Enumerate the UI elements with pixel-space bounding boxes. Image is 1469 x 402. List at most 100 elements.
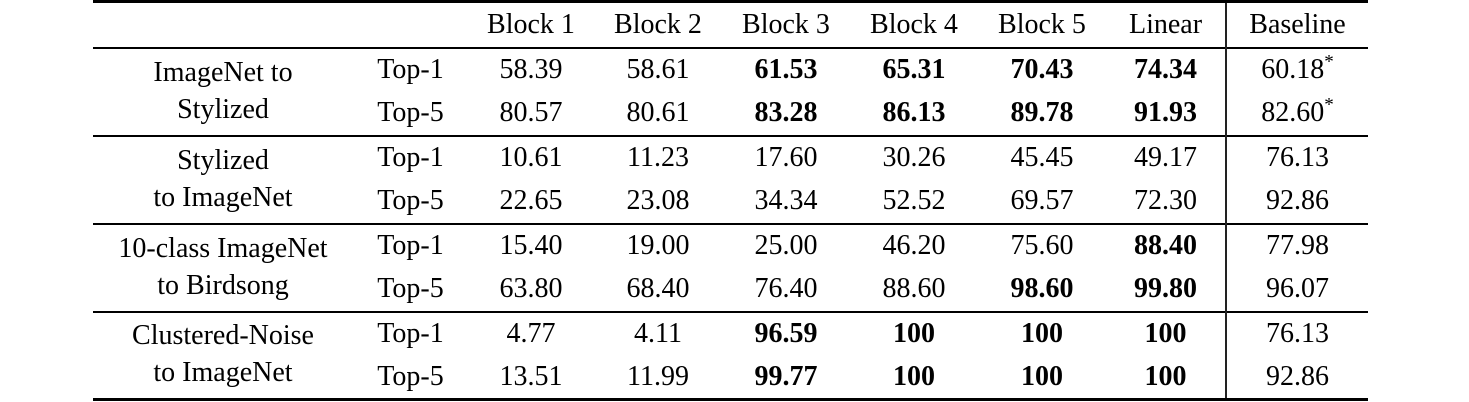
score-cell: 10.61 [499,142,563,173]
score-cell: 100 [893,318,935,349]
score-cell: 74.34 [1134,54,1197,85]
asterisk-marker: * [1324,51,1334,73]
score-cell: 22.65 [499,185,563,216]
score-cell: 11.23 [627,142,689,173]
score-cell: 88.60 [882,273,946,304]
baseline-value: 96.07 [1266,273,1329,304]
table-row: Top-5 13.51 11.99 99.77 100 100 100 92.8… [93,355,1368,400]
table-row: ImageNet to Stylized Top-1 58.39 58.61 6… [93,47,1368,125]
baseline-value: 76.13 [1266,142,1329,173]
score-cell: 19.00 [626,230,690,261]
score-cell: 46.20 [882,230,946,261]
score-cell: 65.31 [882,54,946,85]
baseline-value: 92.86 [1266,185,1329,216]
score-cell: 45.45 [1010,142,1074,173]
score-cell: 69.57 [1010,185,1074,216]
baseline-value: 60.18 [1261,54,1325,85]
baseline-value: 92.86 [1266,360,1329,392]
baseline-cell: 82.60* [1225,91,1368,136]
group-label: ImageNet to Stylized [93,48,353,136]
metric-label: Top-5 [377,97,444,128]
score-cell: 100 [1021,360,1063,392]
group-label-line-2: Stylized [177,93,269,125]
score-cell: 70.43 [1010,54,1074,85]
score-cell: 68.40 [626,273,690,304]
table-row: Stylized to ImageNet Top-1 10.61 11.23 1… [93,135,1368,213]
group-label: 10-class ImageNet to Birdsong [93,224,353,312]
column-header-block-4: Block 4 [870,8,958,40]
score-cell: 17.60 [754,142,818,173]
results-table: Block 1 Block 2 Block 3 Block 4 Block 5 … [93,0,1368,401]
score-cell: 75.60 [1010,230,1074,261]
table-header: Block 1 Block 2 Block 3 Block 4 Block 5 … [93,1,1368,48]
baseline-cell: 77.98 [1225,223,1368,268]
group-label-line-2: to ImageNet [153,357,293,389]
column-header-baseline: Baseline [1225,1,1368,48]
score-cell: 72.30 [1134,185,1197,216]
metric-label: Top-5 [377,360,444,392]
score-cell: 49.17 [1134,142,1197,173]
metric-label: Top-5 [377,273,444,304]
group-clustered-noise-to-imagenet: Clustered-Noise to ImageNet Top-1 4.77 4… [93,311,1368,400]
score-cell: 100 [1021,318,1063,349]
baseline-cell: 96.07 [1225,267,1368,312]
score-cell: 4.11 [634,318,682,349]
score-cell: 100 [1144,360,1187,392]
score-cell: 30.26 [882,142,946,173]
score-cell: 98.60 [1010,273,1074,304]
metric-label: Top-1 [377,142,444,173]
column-header-block-3: Block 3 [742,8,830,40]
table-row: 10-class ImageNet to Birdsong Top-1 15.4… [93,223,1368,301]
table-row: Clustered-Noise to ImageNet Top-1 4.77 4… [93,311,1368,388]
score-cell: 96.59 [754,318,818,349]
column-header-block-1: Block 1 [487,8,575,40]
group-label-line-1: ImageNet to [153,56,293,88]
column-header-linear: Linear [1128,8,1203,40]
score-cell: 83.28 [754,97,818,128]
column-header-empty-metric [353,2,468,48]
metric-label: Top-1 [377,318,444,349]
score-cell: 76.40 [754,273,818,304]
score-cell: 99.77 [754,360,818,392]
score-cell: 4.77 [506,318,556,349]
score-cell: 80.61 [626,97,690,128]
baseline-cell: 76.13 [1225,135,1368,180]
metric-label: Top-1 [377,54,444,85]
score-cell: 11.99 [627,360,689,392]
score-cell: 80.57 [499,97,563,128]
score-cell: 58.39 [499,54,563,85]
score-cell: 100 [1144,318,1187,349]
score-cell: 99.80 [1134,273,1197,304]
score-cell: 91.93 [1134,97,1197,128]
group-label-line-1: Clustered-Noise [132,320,314,352]
baseline-cell: 76.13 [1225,311,1368,356]
group-label: Stylized to ImageNet [93,136,353,224]
score-cell: 63.80 [499,273,563,304]
baseline-cell: 60.18* [1225,47,1368,92]
group-label-line-1: 10-class ImageNet [118,232,328,264]
score-cell: 15.40 [499,230,563,261]
baseline-value: 76.13 [1266,318,1329,349]
baseline-value: 77.98 [1266,230,1329,261]
score-cell: 88.40 [1134,230,1197,261]
group-label-line-2: to Birdsong [157,269,289,301]
group-label: Clustered-Noise to ImageNet [93,312,353,400]
table-row: Top-5 22.65 23.08 34.34 52.52 69.57 72.3… [93,179,1368,224]
score-cell: 86.13 [882,97,946,128]
header-row: Block 1 Block 2 Block 3 Block 4 Block 5 … [93,1,1368,48]
table-row: Top-5 80.57 80.61 83.28 86.13 89.78 91.9… [93,91,1368,136]
column-header-block-2: Block 2 [614,8,702,40]
group-label-line-2: to ImageNet [153,181,293,213]
score-cell: 61.53 [754,54,818,85]
column-header-empty-label [93,2,353,48]
baseline-cell: 92.86 [1225,179,1368,224]
column-header-block-5: Block 5 [998,8,1086,40]
score-cell: 58.61 [626,54,690,85]
metric-label: Top-1 [377,230,444,261]
score-cell: 52.52 [882,185,946,216]
asterisk-marker: * [1324,94,1334,116]
baseline-value: 82.60 [1261,97,1325,128]
score-cell: 89.78 [1010,97,1074,128]
group-imagenet-to-stylized: ImageNet to Stylized Top-1 58.39 58.61 6… [93,47,1368,136]
table-row: Top-5 63.80 68.40 76.40 88.60 98.60 99.8… [93,267,1368,312]
